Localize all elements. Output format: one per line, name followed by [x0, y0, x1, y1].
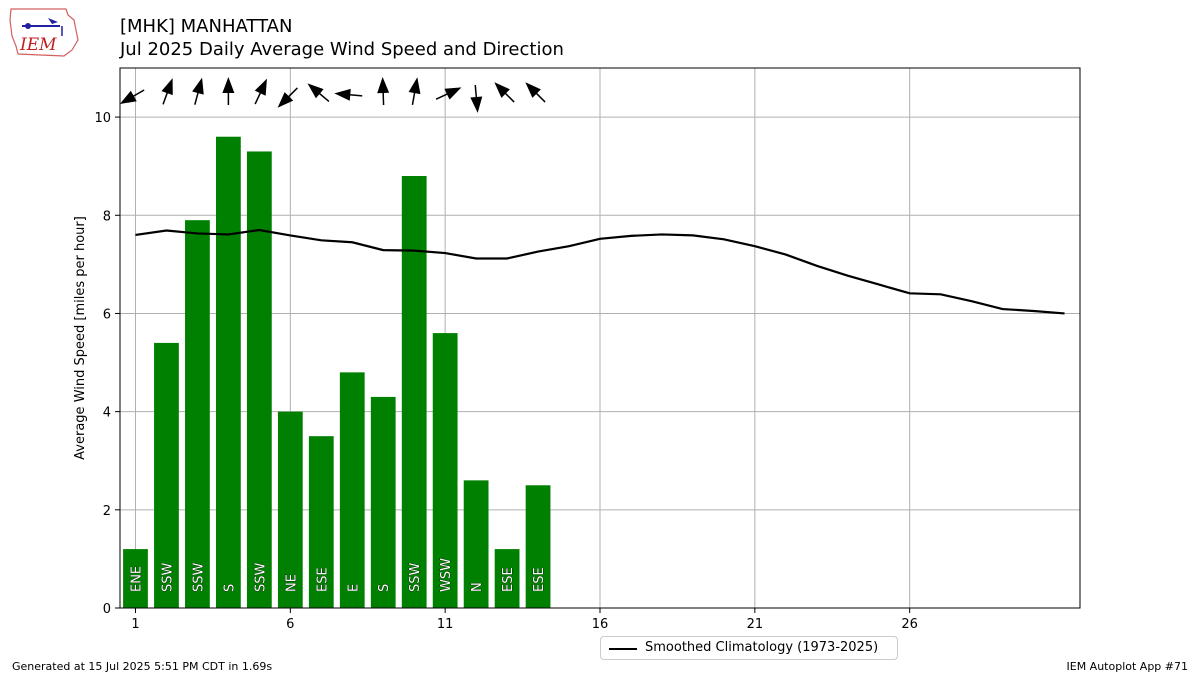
chart-subtitle: Jul 2025 Daily Average Wind Speed and Di… [120, 39, 564, 60]
arrow-shaft [411, 90, 416, 105]
wind-bar-day-7 [308, 436, 334, 608]
direction-label-day-9: S [377, 584, 392, 592]
wind-bar-day-1 [123, 549, 148, 608]
wind-bar-day-5 [246, 151, 272, 609]
direction-label-day-6: NE [284, 574, 299, 592]
direction-label-day-3: SSW [191, 562, 206, 592]
wind-arrow-day-3 [192, 77, 204, 105]
y-axis-label: Average Wind Speed [miles per hour] [73, 216, 88, 460]
climatology-line [135, 228, 1065, 315]
arrow-shaft [162, 90, 169, 105]
wind-arrow-day-10 [408, 77, 421, 105]
direction-arrows [119, 77, 546, 113]
arrow-head [161, 78, 173, 96]
direction-label-day-11: WSW [439, 558, 454, 592]
arrow-shaft [503, 91, 515, 103]
arrow-head [192, 77, 204, 95]
y-tick-label: 10 [94, 111, 111, 126]
wind-arrow-day-12 [470, 84, 483, 113]
x-tick-label: 1 [131, 617, 139, 632]
arrow-head [277, 92, 294, 108]
direction-label-day-14: ESE [532, 567, 547, 592]
x-tick-label: 21 [747, 617, 764, 632]
x-tick-label: 11 [437, 617, 454, 632]
direction-label-day-4: S [222, 584, 237, 592]
y-tick-label: 2 [103, 504, 111, 519]
y-tick-label: 0 [103, 602, 111, 617]
wind-arrow-day-8 [334, 88, 363, 101]
arrow-head [222, 77, 235, 93]
wind-arrow-day-6 [277, 87, 298, 108]
legend-label: Smoothed Climatology (1973-2025) [645, 640, 879, 655]
footer-app: IEM Autoplot App #71 [1066, 660, 1189, 673]
logo-text: IEM [19, 35, 57, 55]
bar-series: ENE SSW SSW S SSW NE ESE E S SSW WSW N ESE ESE [123, 136, 551, 609]
x-tick-label: 26 [901, 617, 918, 632]
wind-arrow-day-1 [119, 89, 145, 104]
arrow-head [470, 96, 483, 113]
wind-bar-day-10 [401, 176, 427, 608]
wind-bar-day-12 [463, 480, 489, 608]
arrow-shaft [317, 91, 330, 103]
wind-arrow-day-5 [254, 78, 267, 105]
y-tick-label: 8 [103, 209, 111, 224]
y-tick-label: 6 [103, 307, 111, 322]
direction-label-day-12: N [470, 582, 485, 592]
wind-bar-day-4 [216, 136, 241, 608]
wind-arrow-day-2 [161, 78, 173, 105]
direction-label-day-5: SSW [253, 562, 268, 592]
arrow-shaft [254, 91, 262, 105]
wind-arrow-day-9 [377, 77, 390, 106]
arrow-shaft [435, 92, 450, 100]
wind-bar-day-13 [494, 549, 520, 608]
wind-bar-day-9 [370, 396, 396, 608]
direction-label-day-7: ESE [315, 567, 330, 592]
arrow-shaft [286, 87, 298, 99]
x-tick-label: 16 [592, 617, 609, 632]
iem-logo: IEM [8, 6, 80, 58]
y-tick-label: 4 [103, 406, 111, 421]
wind-arrow-day-7 [307, 83, 330, 103]
chart-title: [MHK] MANHATTAN [120, 16, 293, 37]
arrow-shaft [534, 91, 546, 103]
arrow-head [307, 83, 324, 99]
arrow-shaft [194, 90, 200, 105]
arrow-head [334, 88, 351, 101]
footer-generated: Generated at 15 Jul 2025 5:51 PM CDT in … [12, 660, 273, 673]
direction-label-day-13: ESE [501, 567, 516, 592]
direction-label-day-10: SSW [408, 562, 423, 592]
direction-label-day-1: ENE [129, 566, 144, 592]
arrow-shaft [348, 93, 363, 97]
arrow-head [254, 78, 267, 96]
arrow-head [494, 82, 510, 98]
legend-line-swatch [609, 648, 637, 650]
wind-arrow-day-4 [222, 77, 235, 105]
wind-bar-day-6 [277, 411, 303, 608]
wind-bar-day-3 [185, 220, 210, 608]
arrow-head [377, 77, 390, 94]
arrow-head [525, 82, 541, 98]
direction-label-day-8: E [346, 584, 361, 592]
direction-label-day-2: SSW [160, 562, 175, 592]
arrow-head [408, 77, 421, 95]
wind-bar-day-11 [432, 333, 458, 608]
wind-bar-day-8 [339, 372, 365, 608]
arrow-shaft [474, 84, 478, 100]
arrow-head [444, 87, 462, 100]
wind-bar-day-2 [154, 342, 179, 608]
wind-arrow-day-13 [494, 82, 515, 103]
wind-bar-day-14 [525, 485, 551, 608]
arrow-head [119, 90, 137, 104]
x-tick-label: 6 [286, 617, 294, 632]
arrow-shaft [131, 89, 145, 98]
wind-arrow-day-11 [435, 87, 462, 100]
wind-arrow-day-14 [525, 82, 546, 103]
legend: Smoothed Climatology (1973-2025) [600, 636, 898, 660]
climatology-series [135, 228, 1065, 315]
